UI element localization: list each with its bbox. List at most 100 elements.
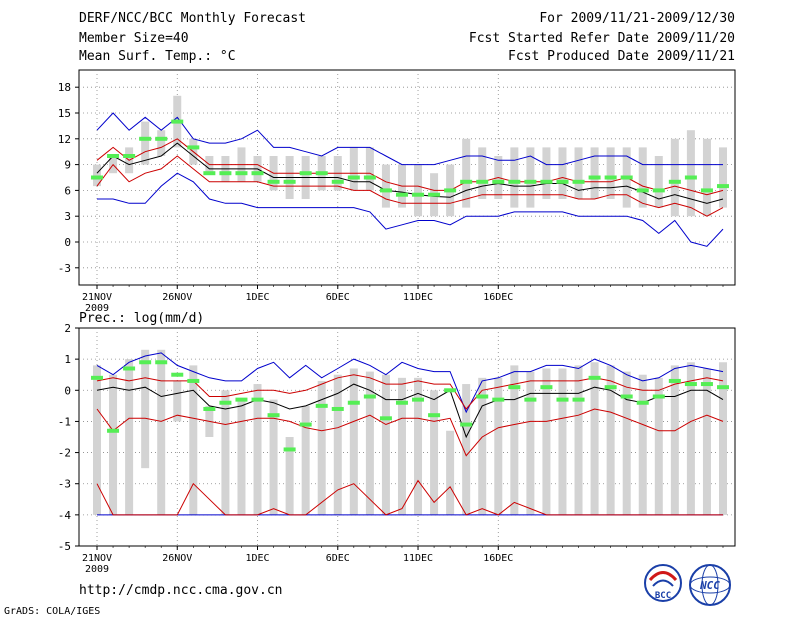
- precipitation-ytick-label: 0: [64, 384, 71, 397]
- precipitation-mean-marker: [412, 397, 425, 402]
- temperature-xtick-year: 2009: [85, 303, 109, 314]
- precipitation-mean-marker: [508, 385, 521, 390]
- temperature-mean-marker: [187, 145, 200, 150]
- precipitation-bar: [237, 399, 246, 515]
- precipitation-bar: [702, 368, 711, 515]
- temperature-bar: [590, 147, 599, 199]
- precipitation-ytick-label: 2: [64, 322, 71, 335]
- precipitation-mean-marker: [187, 378, 200, 383]
- temperature-bar: [141, 121, 150, 165]
- precipitation-mean-marker: [540, 385, 553, 390]
- precipitation-bar: [590, 362, 599, 515]
- precipitation-mean-marker: [139, 360, 152, 365]
- precipitation-mean-marker: [251, 397, 264, 402]
- temperature-mean-marker: [123, 154, 136, 158]
- temperature-bar: [478, 147, 487, 199]
- temperature-bar: [654, 156, 663, 208]
- precipitation-frame: [78, 327, 736, 547]
- temperature-mean-marker: [652, 188, 665, 193]
- precipitation-bar: [462, 384, 471, 515]
- precipitation-bar: [109, 374, 118, 515]
- precipitation-ytick-label: -1: [58, 415, 71, 428]
- precipitation-mean-marker: [460, 422, 473, 427]
- temperature-mean-marker: [331, 179, 344, 184]
- temperature-ytick-label: -3: [58, 262, 71, 275]
- precipitation-mean-marker: [379, 416, 392, 421]
- precipitation-bar: [301, 405, 310, 515]
- precipitation-bar: [542, 368, 551, 515]
- temperature-ytick-label: 0: [64, 236, 71, 249]
- temperature-mean-marker: [155, 136, 168, 141]
- precipitation-bar: [686, 362, 695, 515]
- precipitation-mean-marker: [700, 382, 713, 387]
- precipitation-bar: [173, 380, 182, 422]
- temperature-bar: [702, 138, 711, 217]
- temperature-ytick-label: 6: [64, 184, 71, 197]
- temperature-mean-marker: [540, 179, 553, 184]
- precipitation-ytick-label: -3: [58, 478, 71, 491]
- precipitation-bar: [157, 349, 166, 515]
- temperature-mean-marker: [717, 184, 729, 189]
- precipitation-xtick-label: 16DEC: [483, 553, 513, 564]
- temperature-mean-marker: [524, 179, 537, 184]
- precipitation-ytick-label: -4: [58, 509, 72, 522]
- forecast-period: For 2009/11/21-2009/12/30: [539, 11, 735, 26]
- temperature-mean-marker: [267, 179, 280, 184]
- precipitation-mean-marker: [717, 385, 729, 390]
- temperature-xtick-label: 6DEC: [326, 292, 350, 303]
- temperature-mean-marker: [572, 179, 585, 184]
- precipitation-mean-marker: [331, 406, 344, 411]
- temperature-mean-marker: [636, 188, 649, 193]
- temperature-ytick-label: 9: [64, 159, 71, 172]
- temperature-bar: [157, 130, 166, 156]
- precipitation-mean-marker: [476, 394, 489, 399]
- temperature-mean-marker: [395, 192, 408, 197]
- member-size: Member Size=40: [79, 31, 189, 46]
- temperature-mean-marker: [203, 171, 216, 176]
- precipitation-mean-marker: [267, 413, 280, 418]
- precipitation-bar: [478, 377, 487, 515]
- temperature-ytick-label: 15: [58, 107, 71, 120]
- grads-credit: GrADS: COLA/IGES: [4, 606, 100, 617]
- temperature-bar: [414, 164, 423, 217]
- precipitation-mean-marker: [636, 400, 649, 405]
- prec-label: Prec.: log(mm/d): [79, 311, 204, 326]
- precipitation-mean-marker: [428, 413, 441, 418]
- temperature-bar: [670, 138, 679, 217]
- bcc-logo-text: BCC: [655, 591, 671, 601]
- precipitation-xtick-label: 1DEC: [245, 553, 269, 564]
- precipitation-mean-marker: [107, 428, 120, 433]
- temperature-bar: [349, 147, 358, 191]
- temperature-bar: [638, 147, 647, 208]
- precipitation-bar: [333, 374, 342, 515]
- source-url[interactable]: http://cmdp.ncc.cma.gov.cn: [79, 583, 283, 598]
- precipitation-mean-marker: [684, 382, 697, 387]
- precipitation-mean-marker: [363, 394, 376, 399]
- precipitation-mean-marker: [668, 378, 681, 383]
- temperature-mean-marker: [508, 179, 521, 184]
- temperature-ytick-label: 18: [58, 81, 71, 94]
- precipitation-mean-marker: [556, 397, 569, 402]
- precipitation-mean-marker: [171, 372, 184, 377]
- precipitation-bar: [606, 365, 615, 515]
- temperature-spread-high-line: [96, 138, 724, 196]
- precipitation-mean-marker: [492, 397, 505, 402]
- precipitation-ytick-label: 1: [64, 353, 71, 366]
- bcc-logo: BCC: [644, 564, 682, 602]
- temperature-mean-marker: [235, 171, 248, 176]
- temperature-mean-marker: [444, 188, 457, 193]
- precipitation-bar: [365, 371, 374, 515]
- temperature-mean-marker: [476, 179, 489, 184]
- temperature-mean-marker: [620, 175, 633, 180]
- precipitation-bar: [285, 437, 294, 515]
- precipitation-mean-marker: [652, 394, 665, 399]
- precipitation-bar: [510, 365, 519, 515]
- temperature-mean-marker: [492, 179, 505, 184]
- precipitation-bar: [221, 390, 230, 515]
- precipitation-mean-marker: [315, 403, 328, 408]
- precipitation-xtick-year: 2009: [85, 564, 109, 575]
- temperature-frame: [78, 69, 736, 286]
- temperature-ytick-label: 12: [58, 133, 71, 146]
